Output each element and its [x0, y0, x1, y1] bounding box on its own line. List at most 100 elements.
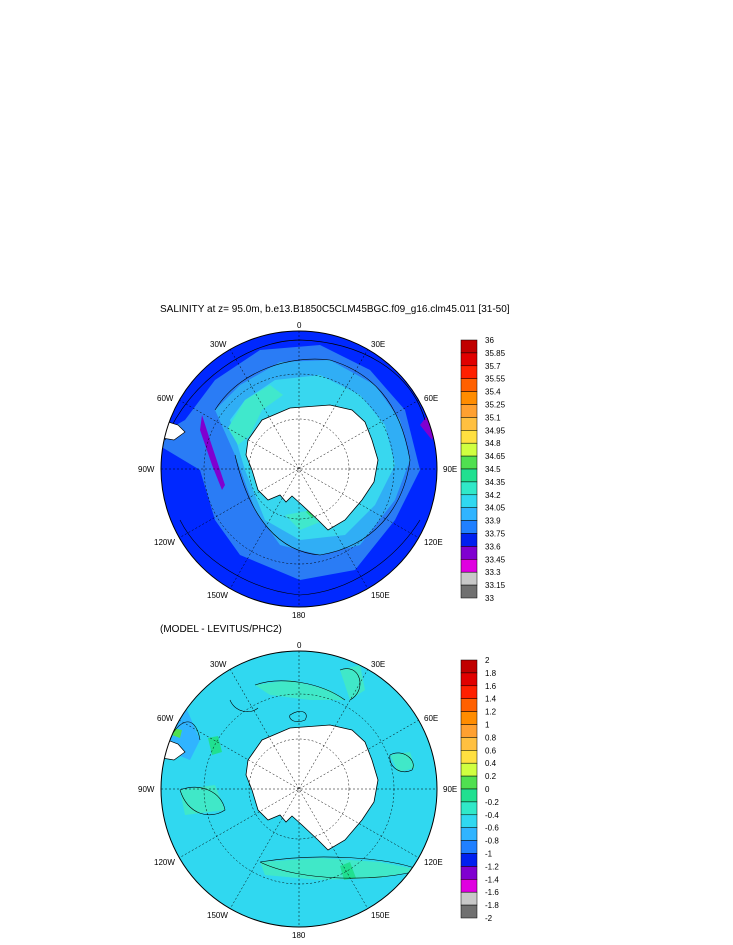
- bottom-colorbar-label: 0.8: [485, 733, 497, 742]
- bottom-colorbar-swatch: [460, 672, 478, 687]
- top-colorbar-label: 34.2: [485, 491, 501, 500]
- bottom-colorbar-swatch: [460, 685, 478, 699]
- bottom-colorbar-label: -1.6: [485, 888, 499, 897]
- top-colorbar-swatch: [460, 365, 478, 379]
- bottom-field-teal-1: [255, 680, 345, 700]
- bottom-colorbar-swatch: [460, 840, 478, 854]
- top-colorbar-label: 33.6: [485, 542, 501, 551]
- top-colorbar-label: 34.35: [485, 478, 506, 487]
- bottom-colorbar-label: -0.2: [485, 798, 499, 807]
- top-label-60w: 60W: [157, 394, 174, 403]
- bottom-label-120w: 120W: [154, 858, 175, 867]
- top-colorbar-swatch: [460, 442, 478, 457]
- top-colorbar-label: 33.75: [485, 530, 506, 539]
- bottom-colorbar-swatch: [460, 775, 478, 790]
- top-colorbar-label: 33.3: [485, 568, 501, 577]
- bottom-field-teal-5: [180, 785, 225, 815]
- top-colorbar-label: 35.4: [485, 388, 501, 397]
- top-label-0: 0: [297, 321, 302, 330]
- top-colorbar-swatch: [460, 571, 478, 586]
- top-polar-map: 0 30E 60E 90E 120E 150E 180 150W 120W 90…: [138, 321, 457, 620]
- bottom-colorbar-label: -1.2: [485, 862, 499, 871]
- bottom-colorbar-swatch: [460, 853, 478, 867]
- top-label-30w: 30W: [210, 340, 227, 349]
- top-label-60e: 60E: [424, 394, 438, 403]
- bottom-colorbar-label: 0: [485, 785, 490, 794]
- bottom-colorbar-swatch: [460, 904, 478, 919]
- bottom-label-0: 0: [297, 641, 302, 650]
- bottom-colorbar-label: 0.4: [485, 759, 497, 768]
- top-field-purple-1: [200, 415, 225, 490]
- bottom-label-60e: 60E: [424, 714, 438, 723]
- top-colorbar-swatch: [460, 468, 478, 483]
- bottom-colorbar-label: 0.2: [485, 772, 497, 781]
- top-colorbar-label: 34.05: [485, 504, 506, 513]
- top-map-title: SALINITY at z= 95.0m, b.e13.B1850C5CLM45…: [160, 304, 510, 315]
- top-colorbar-label: 35.7: [485, 362, 501, 371]
- top-label-90e: 90E: [443, 465, 457, 474]
- top-colorbar-label: 35.85: [485, 349, 506, 358]
- top-colorbar-swatch: [460, 404, 478, 418]
- bottom-label-150w: 150W: [207, 911, 228, 920]
- bottom-label-60w: 60W: [157, 714, 174, 723]
- top-colorbar-label: 33.45: [485, 555, 506, 564]
- top-colorbar-swatch: [460, 339, 478, 354]
- top-colorbar-swatch: [460, 352, 478, 367]
- bottom-colorbar-swatch: [460, 737, 478, 751]
- bottom-colorbar-label: -1: [485, 850, 493, 859]
- top-colorbar-swatch: [460, 391, 478, 405]
- bottom-colorbar-swatch: [460, 801, 478, 816]
- bottom-colorbar-label: 0.6: [485, 746, 497, 755]
- top-colorbar-swatch: [460, 455, 478, 470]
- top-colorbar-swatch: [460, 494, 478, 508]
- bottom-colorbar-label: -0.8: [485, 837, 499, 846]
- bottom-colorbar: 2 1.8 1.6 1.4 1.2 1 0.8 0.6 0.4 0.2 0 -0.2 -0.4 -0.6 -…: [460, 656, 499, 923]
- bottom-label-180: 180: [292, 931, 306, 940]
- bottom-colorbar-swatch: [460, 814, 478, 828]
- top-colorbar-label: 33: [485, 594, 494, 603]
- top-colorbar-label: 36: [485, 336, 494, 345]
- bottom-colorbar-label: -1.8: [485, 901, 499, 910]
- top-colorbar-label: 34.95: [485, 426, 506, 435]
- bottom-colorbar-swatch: [460, 879, 478, 893]
- top-colorbar-swatch: [460, 430, 478, 444]
- bottom-antarctica: [245, 724, 379, 851]
- top-label-150e: 150E: [371, 591, 390, 600]
- top-colorbar-swatch: [460, 507, 478, 521]
- top-colorbar-label: 35.55: [485, 375, 506, 384]
- top-colorbar-swatch: [460, 481, 478, 496]
- bottom-field-green-2: [208, 736, 222, 755]
- top-colorbar-label: 35.1: [485, 413, 501, 422]
- bottom-colorbar-swatch: [460, 724, 478, 738]
- bottom-label-30w: 30W: [210, 660, 227, 669]
- bottom-colorbar-swatch: [460, 659, 478, 674]
- top-colorbar-label: 34.5: [485, 465, 501, 474]
- top-antarctica: [245, 404, 379, 531]
- top-label-180: 180: [292, 611, 306, 620]
- top-colorbar-label: 33.15: [485, 581, 506, 590]
- bottom-colorbar-label: -2: [485, 914, 493, 923]
- bottom-label-90w: 90W: [138, 785, 155, 794]
- bottom-colorbar-swatch: [460, 762, 478, 777]
- bottom-label-120e: 120E: [424, 858, 443, 867]
- top-colorbar-swatch: [460, 417, 478, 431]
- bottom-colorbar-label: -0.4: [485, 811, 499, 820]
- bottom-polar-map: 0 30E 60E 90E 120E 150E 180 150W 120W 90…: [138, 641, 457, 940]
- top-colorbar-label: 34.8: [485, 439, 501, 448]
- bottom-label-90e: 90E: [443, 785, 457, 794]
- bottom-colorbar-label: 1.2: [485, 708, 497, 717]
- top-colorbar: 36 35.85 35.7 35.55 35.4 35.25 35.1 34.95 34.8 34…: [460, 336, 506, 603]
- bottom-colorbar-swatch: [460, 827, 478, 841]
- top-colorbar-label: 33.9: [485, 517, 501, 526]
- bottom-field-teal-2: [340, 665, 365, 700]
- top-colorbar-swatch: [460, 520, 478, 534]
- top-label-150w: 150W: [207, 591, 228, 600]
- top-label-120e: 120E: [424, 538, 443, 547]
- bottom-colorbar-swatch: [460, 891, 478, 906]
- bottom-label-30e: 30E: [371, 660, 385, 669]
- bottom-colorbar-swatch: [460, 698, 478, 712]
- bottom-colorbar-label: -1.4: [485, 875, 499, 884]
- top-colorbar-label: 35.25: [485, 401, 506, 410]
- top-label-90w: 90W: [138, 465, 155, 474]
